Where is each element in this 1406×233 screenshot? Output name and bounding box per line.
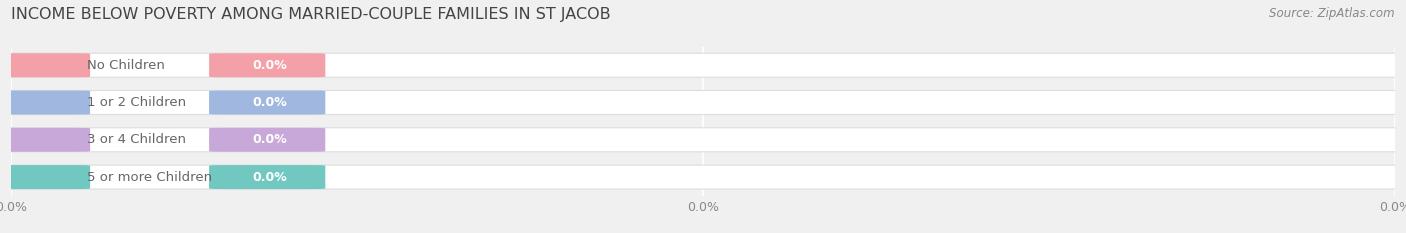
Text: 0.0%: 0.0% bbox=[253, 59, 287, 72]
FancyBboxPatch shape bbox=[209, 53, 325, 77]
FancyBboxPatch shape bbox=[0, 53, 1406, 77]
Text: 0.0%: 0.0% bbox=[253, 96, 287, 109]
Text: Source: ZipAtlas.com: Source: ZipAtlas.com bbox=[1270, 7, 1395, 20]
FancyBboxPatch shape bbox=[0, 165, 1406, 189]
FancyBboxPatch shape bbox=[0, 90, 90, 115]
FancyBboxPatch shape bbox=[209, 128, 325, 152]
FancyBboxPatch shape bbox=[209, 165, 325, 189]
FancyBboxPatch shape bbox=[209, 90, 325, 115]
FancyBboxPatch shape bbox=[0, 128, 90, 152]
Text: No Children: No Children bbox=[87, 59, 166, 72]
Text: INCOME BELOW POVERTY AMONG MARRIED-COUPLE FAMILIES IN ST JACOB: INCOME BELOW POVERTY AMONG MARRIED-COUPL… bbox=[11, 7, 610, 22]
Text: 0.0%: 0.0% bbox=[253, 171, 287, 184]
FancyBboxPatch shape bbox=[0, 165, 90, 189]
FancyBboxPatch shape bbox=[0, 53, 90, 77]
FancyBboxPatch shape bbox=[0, 90, 1406, 115]
Text: 0.0%: 0.0% bbox=[253, 133, 287, 146]
Text: 3 or 4 Children: 3 or 4 Children bbox=[87, 133, 187, 146]
Text: 1 or 2 Children: 1 or 2 Children bbox=[87, 96, 187, 109]
FancyBboxPatch shape bbox=[0, 128, 1406, 152]
Text: 5 or more Children: 5 or more Children bbox=[87, 171, 212, 184]
